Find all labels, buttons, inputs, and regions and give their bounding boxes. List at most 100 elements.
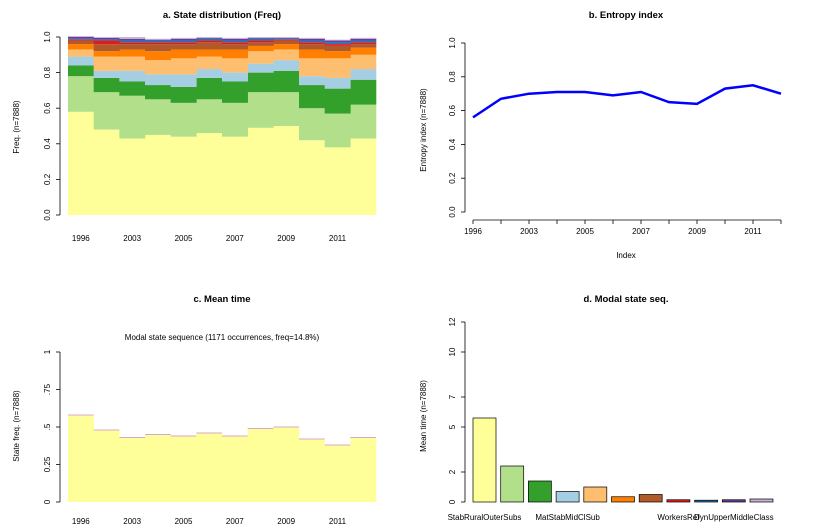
panel-a-segment [145, 134, 171, 215]
panel-a-segment [247, 63, 274, 73]
panel-a-segment [196, 69, 223, 78]
panel-a-segment [299, 76, 325, 86]
panel-b-x-tick-label: 2011 [744, 227, 762, 236]
panel-a-segment [324, 45, 351, 52]
panel-c-subtitle: Modal state sequence (1171 occurrences, … [125, 333, 320, 342]
panel-a-segment [299, 140, 325, 215]
panel-a-segment [299, 42, 325, 45]
panel-a-segment [68, 39, 94, 41]
panel-a-segment [170, 38, 197, 41]
panel-c-bar [324, 445, 351, 502]
panel-a-segment [350, 69, 377, 80]
panel-d-x-label: WorkersRef [657, 513, 700, 522]
panel-a-segment [299, 108, 325, 141]
panel-d-bar [694, 499, 718, 503]
panel-c-y-tick-label: 1 [43, 349, 52, 354]
panel-b-plot: 0.0 0.2 0.4 0.6 0.8 1.0 1996 2003 2005 2007 2009 20… [448, 37, 782, 236]
panel-b-ylabel: Entropy index (n=7888) [419, 88, 428, 172]
panel-a-segment [324, 58, 351, 78]
panel-a-segment [247, 92, 274, 128]
panel-b-x-tick-label: 2003 [520, 227, 538, 236]
panel-a-segment [273, 37, 300, 38]
panel-a-segment [222, 72, 248, 82]
panel-a-segment [170, 49, 197, 59]
panel-a-segment [273, 38, 300, 40]
panel-b-x-tick-label: 2005 [576, 227, 594, 236]
panel-a-segment [196, 49, 223, 57]
panel-b-title: b. Entropy index [589, 10, 664, 21]
panel-a-segment [273, 126, 300, 215]
panel-a-segment [93, 70, 120, 78]
panel-a-segment [68, 38, 94, 40]
panel-d-title: d. Modal state seq. [584, 294, 669, 305]
panel-c-plot: 0 0.25 .5 .75 1 1996 2003 2005 2007 2009 2011 [43, 349, 377, 526]
panel-a-segment [119, 70, 146, 82]
panel-a-x-tick-label: 2005 [175, 234, 193, 243]
panel-a-segment [273, 60, 300, 71]
panel-a-segment [93, 51, 120, 57]
panel-a-segment [119, 95, 146, 139]
panel-a-y-tick-label: 0.2 [43, 173, 52, 185]
panel-a-segment [299, 44, 325, 50]
panel-a-segment [145, 40, 171, 43]
panel-a-x-tick-label: 2009 [277, 234, 295, 243]
panel-a-segment [119, 44, 146, 50]
panel-a-segment [350, 37, 377, 39]
panel-a-segment [247, 37, 274, 38]
panel-a-segment [68, 65, 94, 77]
panel-a-segment [119, 38, 146, 41]
panel-a-segment [196, 37, 223, 38]
panel-b-entropy-line [472, 83, 782, 119]
panel-c-bar [119, 437, 146, 502]
panel-a-segment [350, 44, 377, 48]
panel-a-segment [324, 88, 351, 114]
panel-a-segment [196, 133, 223, 215]
panel-d-bar [500, 465, 525, 503]
panel-a-segment [68, 49, 94, 57]
panel-d-x-label: MatStabMidClSub [535, 513, 600, 522]
panel-a-segment [247, 45, 274, 52]
panel-a-segment [324, 147, 351, 215]
panel-a-x-tick-label: 2007 [226, 234, 244, 243]
panel-a-segment [170, 44, 197, 50]
panel-b-y-tick-label: 0.2 [448, 172, 457, 184]
panel-a-segment [299, 37, 325, 39]
panel-c-bar [196, 433, 223, 502]
panel-a-x-tick-label: 2011 [329, 234, 347, 243]
panel-a-segment [170, 40, 197, 43]
panel-a-segment [170, 42, 197, 45]
panel-b-x-tick-label: 2009 [688, 227, 706, 236]
panel-d-y-tick-label: 7 [448, 394, 457, 399]
panel-a-segment [350, 79, 377, 105]
panel-d-bar [638, 494, 663, 503]
panel-a-segment [222, 81, 248, 103]
panel-c-bar [222, 436, 248, 502]
panel-a-segment [145, 44, 171, 52]
panel-a-segment [93, 39, 120, 41]
panel-d-y-tick-label: 2 [448, 469, 457, 474]
panel-a-segment [119, 56, 146, 71]
panel-a-segment [93, 77, 120, 93]
panel-c-x-tick-label: 2005 [175, 517, 193, 526]
panel-d-y-tick-label: 12 [448, 317, 457, 326]
panel-a-segment [222, 38, 248, 41]
panel-a-segment [299, 38, 325, 41]
panel-c-y-tick-label: 0 [43, 499, 52, 504]
panel-a-segment [222, 102, 248, 137]
panel-b-y-tick-label: 1.0 [448, 37, 457, 49]
panel-c-title: c. Mean time [193, 294, 250, 305]
panel-a-segment [196, 77, 223, 100]
panel-a-segment [222, 37, 248, 39]
panel-d-bar [583, 486, 608, 503]
panel-b-x-tick-label: 2007 [632, 227, 650, 236]
panel-a-segment [299, 58, 325, 77]
panel-a-segment [350, 47, 377, 55]
panel-a-segment [222, 40, 248, 43]
panel-a-segment [350, 38, 377, 41]
panel-a-segment [299, 49, 325, 59]
panel-a-segment [247, 127, 274, 215]
panel-a-segment [119, 49, 146, 57]
panel-a-segment [68, 111, 94, 215]
panel-a-segment [170, 136, 197, 215]
panel-a-segment [119, 40, 146, 43]
